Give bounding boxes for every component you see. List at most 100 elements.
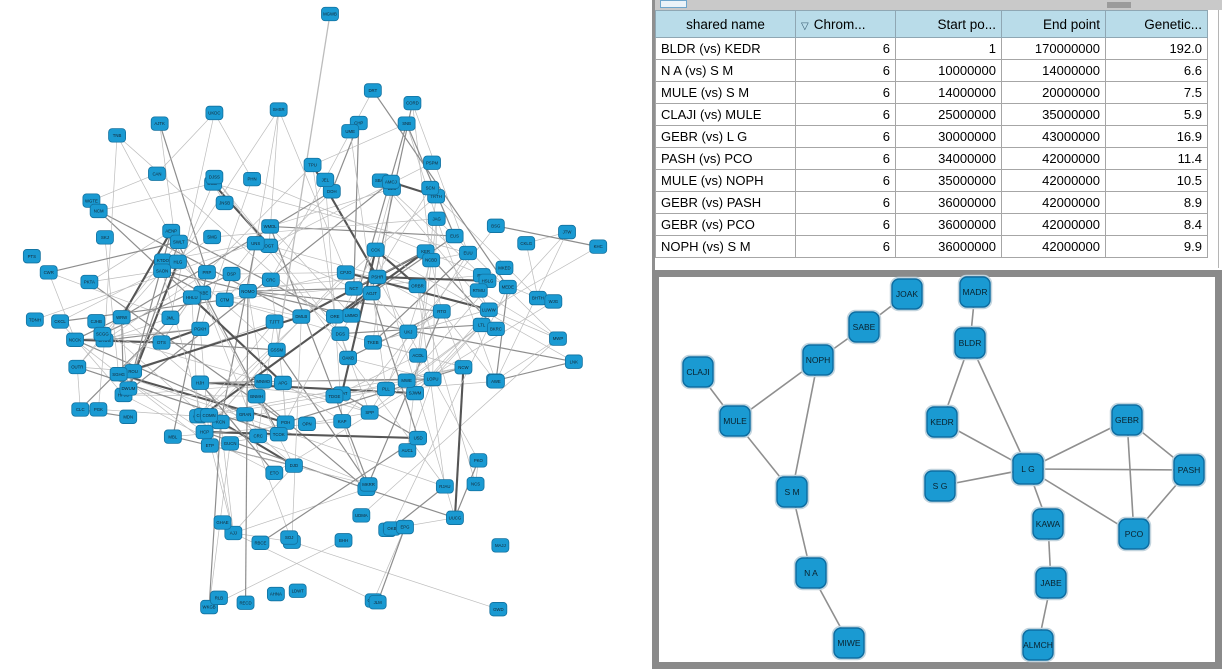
network-node[interactable]: DOH [322,184,341,199]
table-row[interactable]: MULE (vs) NOPH 6 35000000 42000000 10.5 [655,169,1208,192]
network-node[interactable]: RJAU [435,479,454,494]
network-node[interactable]: CJHB [87,314,106,329]
table-row[interactable]: BLDR (vs) KEDR 6 1 170000000 192.0 [655,37,1208,60]
network-node[interactable]: DRT [363,83,382,98]
network-node[interactable]: BNMH [247,389,266,404]
network-node[interactable]: MWP [549,331,567,346]
network-node[interactable]: HLG [169,254,187,269]
table-row[interactable]: MULE (vs) S M 6 14000000 20000000 7.5 [655,81,1208,104]
network-node[interactable]: HCP [195,424,214,440]
network-node[interactable]: WMDL [261,219,280,234]
network-node[interactable]: LOPU [423,371,442,387]
table-tab[interactable] [660,0,687,8]
network-node[interactable]: AHNA [266,586,285,602]
network-node[interactable]: TPU [303,157,322,173]
network-node[interactable]: UKJ [399,324,418,339]
table-row[interactable]: GEBR (vs) PASH 6 36000000 42000000 8.9 [655,191,1208,214]
network-node[interactable]: SHSR [269,102,288,117]
network-node[interactable]: KHC [589,239,608,254]
network-node[interactable]: CORD [403,95,422,111]
network-node[interactable]: ETO [265,465,284,481]
network-node-MADR[interactable]: MADR [957,274,993,310]
network-node[interactable]: JAG [427,211,446,226]
network-node[interactable]: LTL [472,317,491,333]
network-node[interactable]: RBCE [251,535,270,550]
network-node[interactable]: SOJ [280,530,299,545]
network-node[interactable]: NCBD [422,252,441,268]
network-node[interactable]: DSP [222,266,241,282]
network-node-MIWE[interactable]: MIWE [831,625,867,661]
network-node[interactable]: NCM [89,203,108,219]
sub-network-canvas[interactable]: JOAK MADR SABE BLDR NOPH CLAJI GEBR KEDR MULE L G… [652,270,1222,669]
network-node[interactable]: LNK [564,354,583,369]
network-node[interactable]: UUCG [446,510,464,525]
network-node[interactable]: NOMO [239,284,257,299]
network-node[interactable]: HHLU [182,290,201,305]
network-node[interactable]: CCK [366,242,385,257]
network-node[interactable]: CTM [215,292,234,307]
network-node[interactable]: UKDC [205,105,224,121]
network-node[interactable]: PTS [22,249,41,264]
network-node[interactable]: DWUM [119,381,138,396]
network-node[interactable]: LMMO [342,308,361,323]
network-node[interactable]: PSPM [423,155,441,170]
network-node[interactable]: LUWW [479,302,498,317]
network-node[interactable]: SNB [397,116,416,131]
large-network-canvas[interactable]: SPPOPNPOHKTDODMLBBLGWMDLMNMONOMOPBOUSEPP… [0,0,652,669]
network-node[interactable]: BKRC [487,321,505,337]
network-node[interactable]: DGS [331,326,350,341]
network-node[interactable]: TDNH [25,312,44,327]
network-node-SG[interactable]: S G [922,468,958,504]
network-node[interactable]: GSSM [267,342,286,357]
network-node[interactable]: TNB [108,128,126,143]
network-node[interactable]: MNMO [254,374,273,389]
table-row[interactable]: NOPH (vs) S M 6 36000000 42000000 9.9 [655,235,1208,258]
network-node[interactable]: ETP [200,438,219,453]
network-node[interactable]: JTW [558,224,576,240]
network-node[interactable]: DJSS [205,169,224,185]
network-edge-LG-PASH[interactable] [1027,468,1190,471]
network-node[interactable]: CKLG [517,236,536,251]
network-node[interactable]: ACDL [409,348,427,363]
network-node-PASH[interactable]: PASH [1171,452,1207,488]
network-node[interactable]: WJG [544,294,563,309]
network-node[interactable]: AJJ [224,525,243,541]
network-node-NA[interactable]: N A [793,555,829,591]
network-edge-BLDR-LG[interactable] [969,342,1029,470]
column-header-end-point[interactable]: End point [1001,10,1106,38]
network-node-ALMCH[interactable]: ALMCH [1020,627,1056,663]
network-node[interactable]: MBL [163,429,182,444]
network-node[interactable]: SPP [360,405,379,420]
column-header-genetic[interactable]: Genetic... [1105,10,1208,38]
network-node[interactable]: COMN [200,408,218,423]
network-node[interactable]: GRAN [236,407,255,422]
network-node[interactable]: PHN [243,171,261,187]
network-node-LG[interactable]: L G [1010,451,1046,487]
network-node[interactable]: UME [341,124,360,139]
network-node-CLAJI[interactable]: CLAJI [680,354,716,390]
network-node[interactable]: SWLT [169,234,188,250]
network-node[interactable]: NCCK [66,332,84,347]
network-node[interactable]: MAJJ [491,538,510,553]
network-node[interactable]: GHAE [213,515,232,530]
network-node[interactable]: SJWM [406,385,424,401]
network-node[interactable]: GUCN [221,436,240,451]
network-node[interactable]: OAKB [339,350,357,366]
network-node[interactable]: RTO [432,304,451,319]
network-node[interactable]: OPN [298,416,316,431]
network-node-GEBR[interactable]: GEBR [1109,402,1145,438]
network-node[interactable]: UNS [246,236,265,251]
network-node-JABE[interactable]: JABE [1033,565,1069,601]
network-node-KEDR[interactable]: KEDR [924,404,960,440]
network-node[interactable]: USD [409,430,428,446]
network-node[interactable]: MKED [495,260,514,275]
network-node[interactable]: PGKH [191,321,210,336]
network-edge-NOPH-SM[interactable] [791,359,819,493]
network-node[interactable]: LDWT [288,583,307,598]
network-node[interactable]: NCT [344,281,363,296]
table-row[interactable]: CLAJI (vs) MULE 6 25000000 35000000 5.9 [655,103,1208,126]
network-node[interactable]: CRC [249,428,268,444]
network-node[interactable]: ORBR [408,278,427,294]
network-node[interactable]: PKTA [80,274,99,290]
network-node[interactable]: MKRR [359,477,378,492]
